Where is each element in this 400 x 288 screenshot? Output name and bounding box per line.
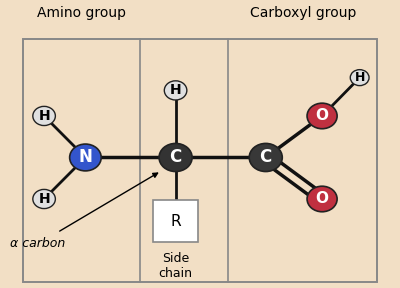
Circle shape: [307, 103, 337, 129]
Circle shape: [159, 143, 192, 172]
Text: H: H: [38, 192, 50, 206]
Circle shape: [33, 106, 55, 126]
Text: Side
chain: Side chain: [158, 252, 192, 280]
Text: Amino group: Amino group: [37, 6, 126, 20]
Text: Carboxyl group: Carboxyl group: [250, 6, 356, 20]
Text: N: N: [78, 149, 92, 166]
Text: O: O: [316, 109, 328, 124]
Text: α carbon: α carbon: [10, 237, 65, 250]
Text: R: R: [170, 214, 181, 229]
FancyBboxPatch shape: [153, 200, 198, 242]
Text: C: C: [170, 149, 182, 166]
Circle shape: [164, 81, 187, 100]
Text: H: H: [354, 71, 365, 84]
Text: H: H: [38, 109, 50, 123]
Text: C: C: [260, 149, 272, 166]
Circle shape: [307, 186, 337, 212]
Circle shape: [249, 143, 282, 172]
Text: O: O: [316, 192, 328, 206]
Circle shape: [350, 70, 369, 86]
Bar: [24, 39, 376, 282]
Circle shape: [33, 190, 55, 209]
Circle shape: [70, 144, 101, 171]
Text: H: H: [170, 84, 181, 97]
